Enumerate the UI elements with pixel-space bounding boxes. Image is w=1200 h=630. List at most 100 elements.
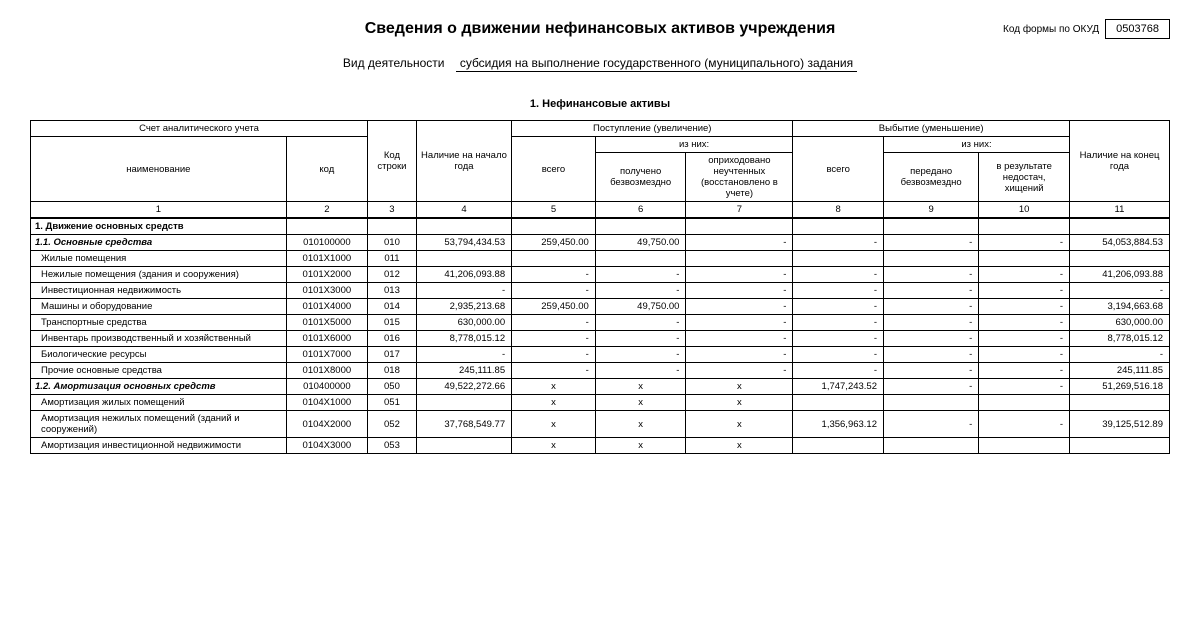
cell-start (416, 218, 511, 235)
cell-start: - (416, 347, 511, 363)
cell-in-free: - (595, 347, 686, 363)
coln-9: 9 (884, 202, 979, 219)
th-in-total: всего (512, 137, 596, 202)
cell-end: 39,125,512.89 (1069, 411, 1169, 438)
cell-out-short: - (979, 363, 1070, 379)
cell-code: 010100000 (286, 235, 367, 251)
colnum-row: 1 2 3 4 5 6 7 8 9 10 11 (31, 202, 1170, 219)
cell-end: 245,111.85 (1069, 363, 1169, 379)
assets-table: Счет аналитического учета Код строки Нал… (30, 120, 1170, 454)
table-row: Транспортные средства0101X5000015630,000… (31, 315, 1170, 331)
table-row: Инвестиционная недвижимость0101X3000013-… (31, 283, 1170, 299)
cell-end: 8,778,015.12 (1069, 331, 1169, 347)
cell-out-free (884, 438, 979, 454)
cell-line: 053 (368, 438, 417, 454)
cell-in-total (512, 251, 596, 267)
coln-11: 11 (1069, 202, 1169, 219)
cell-code: 0101X4000 (286, 299, 367, 315)
cell-code: 010400000 (286, 379, 367, 395)
cell-line: 015 (368, 315, 417, 331)
cell-start (416, 395, 511, 411)
cell-in-free: x (595, 438, 686, 454)
table-row: Машины и оборудование0101X40000142,935,2… (31, 299, 1170, 315)
cell-out-short: - (979, 315, 1070, 331)
cell-in-free (595, 251, 686, 267)
cell-start: 630,000.00 (416, 315, 511, 331)
cell-in-unacc: x (686, 411, 793, 438)
cell-end (1069, 218, 1169, 235)
cell-out-total (793, 395, 884, 411)
cell-line: 050 (368, 379, 417, 395)
cell-code: 0104X1000 (286, 395, 367, 411)
cell-line: 013 (368, 283, 417, 299)
cell-code: 0101X1000 (286, 251, 367, 267)
coln-7: 7 (686, 202, 793, 219)
cell-code: 0104X3000 (286, 438, 367, 454)
cell-end (1069, 395, 1169, 411)
cell-in-unacc: x (686, 438, 793, 454)
cell-name: Амортизация нежилых помещений (зданий и … (31, 411, 287, 438)
cell-line: 016 (368, 331, 417, 347)
cell-in-total: - (512, 315, 596, 331)
coln-3: 3 (368, 202, 417, 219)
cell-out-free: - (884, 347, 979, 363)
cell-name: Жилые помещения (31, 251, 287, 267)
cell-out-short (979, 218, 1070, 235)
cell-in-total: - (512, 267, 596, 283)
cell-out-free: - (884, 331, 979, 347)
cell-end: 41,206,093.88 (1069, 267, 1169, 283)
cell-in-total: 259,450.00 (512, 299, 596, 315)
cell-line: 012 (368, 267, 417, 283)
cell-in-free: x (595, 411, 686, 438)
cell-start: 49,522,272.66 (416, 379, 511, 395)
cell-start: 2,935,213.68 (416, 299, 511, 315)
cell-in-total: x (512, 395, 596, 411)
cell-start: 53,794,434.53 (416, 235, 511, 251)
cell-code: 0104X2000 (286, 411, 367, 438)
th-out-total: всего (793, 137, 884, 202)
cell-in-unacc: x (686, 395, 793, 411)
cell-name: Биологические ресурсы (31, 347, 287, 363)
cell-out-short: - (979, 411, 1070, 438)
table-row: Амортизация инвестиционной недвижимости0… (31, 438, 1170, 454)
cell-code: 0101X6000 (286, 331, 367, 347)
cell-code: 0101X5000 (286, 315, 367, 331)
cell-out-short (979, 438, 1070, 454)
th-acct: Счет аналитического учета (31, 121, 368, 137)
cell-line: 051 (368, 395, 417, 411)
th-out-short: в результате недостач, хищений (979, 153, 1070, 202)
cell-code (286, 218, 367, 235)
cell-in-unacc: - (686, 267, 793, 283)
th-name: наименование (31, 137, 287, 202)
cell-out-total: - (793, 331, 884, 347)
th-out: Выбытие (уменьшение) (793, 121, 1070, 137)
cell-in-unacc: - (686, 283, 793, 299)
cell-out-free: - (884, 235, 979, 251)
cell-in-free: - (595, 283, 686, 299)
cell-out-short: - (979, 299, 1070, 315)
th-in-unacc: оприходовано неучтенных (восстановлено в… (686, 153, 793, 202)
cell-end: 51,269,516.18 (1069, 379, 1169, 395)
cell-name: 1. Движение основных средств (31, 218, 287, 235)
cell-name: 1.1. Основные средства (31, 235, 287, 251)
cell-out-total: 1,356,963.12 (793, 411, 884, 438)
cell-out-total (793, 251, 884, 267)
cell-in-total: x (512, 411, 596, 438)
table-row: Жилые помещения0101X1000011 (31, 251, 1170, 267)
section-title: 1. Нефинансовые активы (30, 98, 1170, 110)
cell-in-free: 49,750.00 (595, 235, 686, 251)
cell-in-free: x (595, 379, 686, 395)
cell-out-total: - (793, 315, 884, 331)
coln-2: 2 (286, 202, 367, 219)
cell-out-short: - (979, 331, 1070, 347)
cell-line: 010 (368, 235, 417, 251)
cell-start: 41,206,093.88 (416, 267, 511, 283)
cell-start: 245,111.85 (416, 363, 511, 379)
cell-in-total: 259,450.00 (512, 235, 596, 251)
th-end: Наличие на конец года (1069, 121, 1169, 202)
cell-in-total: - (512, 363, 596, 379)
okud-box: Код формы по ОКУД 0503768 (1003, 19, 1170, 39)
cell-in-unacc (686, 218, 793, 235)
cell-end: 3,194,663.68 (1069, 299, 1169, 315)
cell-in-total: - (512, 347, 596, 363)
